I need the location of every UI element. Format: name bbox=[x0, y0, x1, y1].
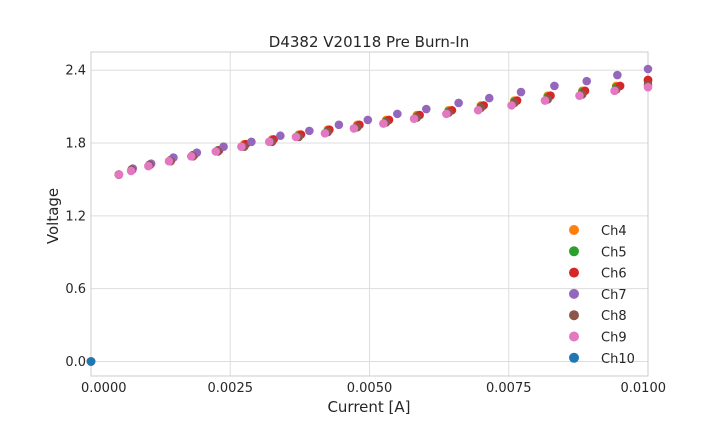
data-point bbox=[409, 114, 419, 124]
plot-frame bbox=[90, 51, 649, 377]
legend-marker bbox=[569, 352, 579, 363]
data-point bbox=[454, 98, 463, 108]
chart-title: D4382 V20118 Pre Burn-In bbox=[269, 33, 469, 51]
series-Ch10 bbox=[86, 357, 96, 366]
data-point bbox=[540, 96, 550, 105]
data-point bbox=[643, 64, 653, 74]
legend-label: Ch9 bbox=[601, 331, 627, 346]
data-point bbox=[334, 120, 344, 130]
grid bbox=[90, 52, 649, 376]
legend-label: Ch4 bbox=[601, 224, 627, 239]
data-point bbox=[219, 142, 228, 151]
data-point bbox=[575, 91, 584, 100]
legend-label: Ch10 bbox=[601, 352, 635, 367]
y-tick-labels: 0.0 0.6 1.2 1.8 2.4 bbox=[65, 64, 86, 370]
x-tick-label: 0.0050 bbox=[347, 381, 393, 396]
data-point bbox=[237, 142, 246, 151]
data-point bbox=[126, 166, 136, 176]
data-point bbox=[291, 132, 301, 142]
x-tick-label: 0.0000 bbox=[81, 381, 127, 396]
legend-marker bbox=[569, 288, 579, 299]
x-tick-labels: 0.0000 0.0025 0.0050 0.0075 0.0100 bbox=[81, 381, 666, 396]
data-point bbox=[422, 104, 431, 114]
legend-marker bbox=[569, 225, 579, 235]
legend-label: Ch8 bbox=[601, 309, 627, 324]
data-point bbox=[276, 131, 285, 141]
data-point bbox=[516, 87, 526, 97]
data-point bbox=[393, 109, 402, 119]
data-point bbox=[484, 93, 494, 103]
data-point bbox=[144, 161, 153, 171]
x-tick-label: 0.0025 bbox=[208, 381, 254, 396]
data-point bbox=[211, 147, 221, 156]
data-point bbox=[247, 137, 256, 147]
data-point bbox=[86, 357, 96, 366]
data-point bbox=[613, 70, 622, 80]
data-point bbox=[363, 115, 373, 125]
legend-marker bbox=[569, 267, 579, 278]
y-axis-label: Voltage bbox=[44, 188, 62, 244]
data-point bbox=[186, 152, 196, 161]
data-point bbox=[473, 105, 483, 115]
y-tick-label: 1.8 bbox=[65, 137, 86, 152]
legend-label: Ch7 bbox=[601, 288, 627, 303]
data-point bbox=[379, 119, 388, 128]
data-point bbox=[349, 124, 359, 133]
y-tick-label: 2.4 bbox=[65, 64, 86, 79]
data-point bbox=[550, 81, 559, 91]
data-point bbox=[507, 101, 516, 110]
data-point bbox=[164, 156, 174, 166]
legend-label: Ch6 bbox=[601, 267, 627, 282]
y-tick-label: 1.2 bbox=[65, 209, 86, 224]
data-point bbox=[320, 129, 330, 138]
legend-marker bbox=[569, 310, 579, 321]
data-point bbox=[442, 109, 451, 119]
data-point bbox=[305, 126, 314, 136]
y-tick-label: 0.6 bbox=[65, 282, 86, 297]
x-tick-label: 0.0100 bbox=[621, 381, 667, 396]
data-point bbox=[610, 86, 619, 96]
data-point bbox=[114, 170, 124, 179]
legend-label: Ch5 bbox=[601, 245, 627, 260]
legend: Ch4 Ch5 Ch6 Ch7 Ch8 Ch9 Ch10 bbox=[569, 224, 635, 367]
data-points bbox=[86, 64, 653, 366]
legend-marker bbox=[569, 331, 579, 342]
legend-marker bbox=[569, 246, 579, 257]
x-tick-label: 0.0075 bbox=[486, 381, 532, 396]
data-point bbox=[643, 82, 653, 92]
data-point bbox=[582, 76, 592, 86]
data-point bbox=[264, 137, 274, 147]
x-axis-label: Current [A] bbox=[327, 398, 410, 416]
y-tick-label: 0.0 bbox=[65, 355, 86, 370]
